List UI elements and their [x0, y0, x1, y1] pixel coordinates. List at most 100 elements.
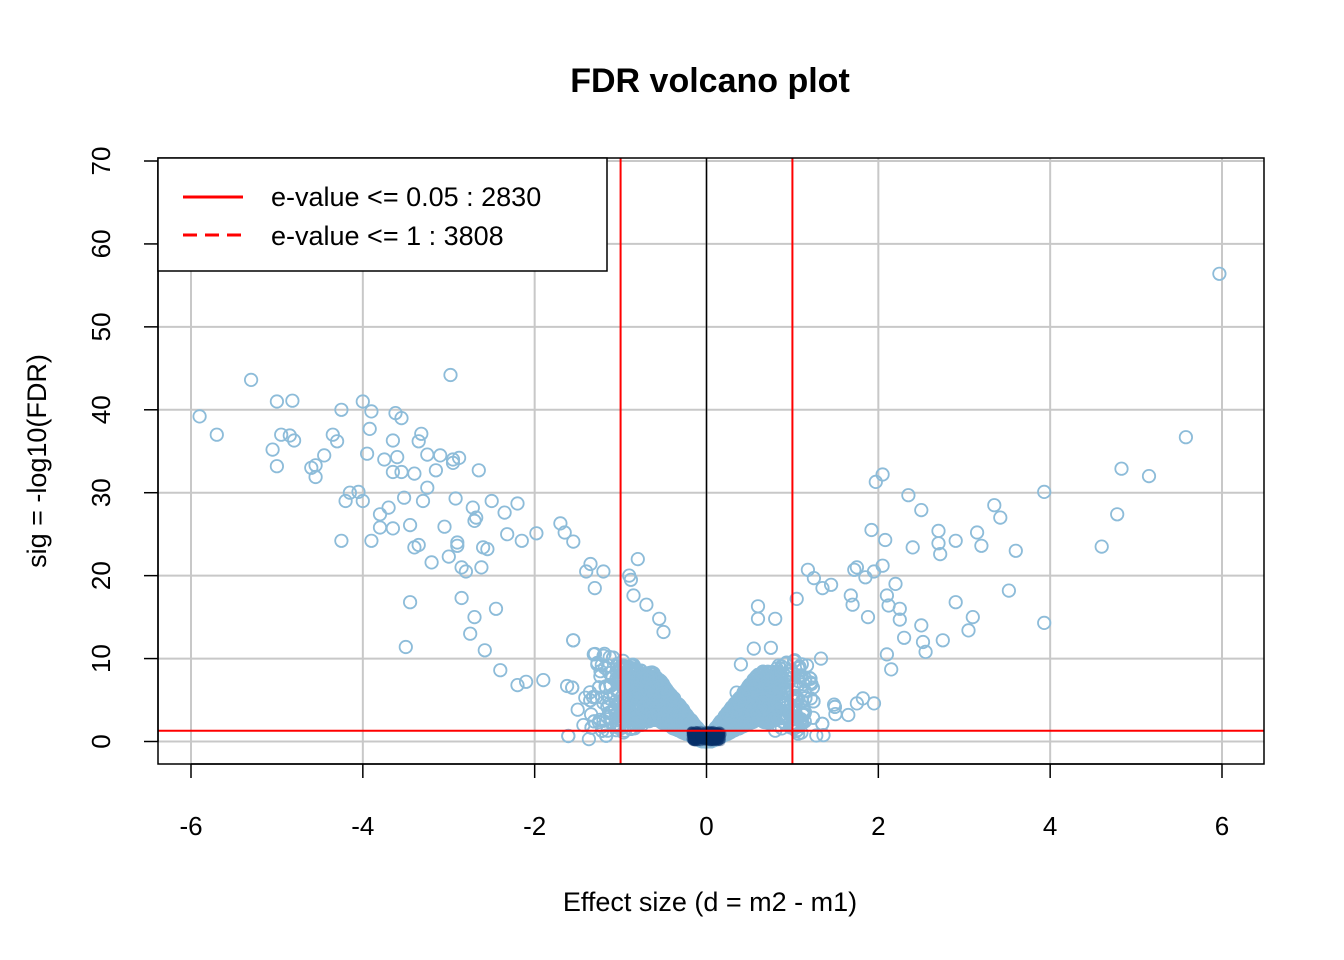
outlier-point: [579, 564, 594, 579]
outlier-point: [918, 644, 933, 660]
x-tick-label: -2: [523, 811, 546, 841]
dense-point: [715, 734, 726, 745]
outlier-point: [269, 459, 284, 474]
dense-point: [692, 736, 703, 746]
data-point: [616, 660, 632, 675]
outlier-point: [892, 612, 907, 627]
data-point: [681, 710, 696, 725]
outlier-point: [948, 533, 963, 548]
data-point: [617, 666, 633, 681]
dense-point: [690, 736, 701, 747]
outlier-point: [244, 372, 259, 387]
data-point: [798, 671, 813, 687]
outlier-point: [1110, 507, 1125, 522]
dense-point: [706, 734, 717, 745]
outlier-point: [639, 597, 654, 612]
outlier-point: [915, 634, 931, 650]
outlier-point: [372, 520, 388, 535]
outlier-point: [355, 493, 370, 509]
outlier-point: [480, 541, 495, 557]
outlier-point: [974, 538, 989, 553]
outlier-point: [1037, 484, 1052, 499]
data-point: [798, 691, 813, 706]
x-axis-label: Effect size (d = m2 - m1): [563, 887, 857, 917]
outlier-point: [402, 517, 418, 533]
dense-point: [708, 736, 719, 747]
dense-point: [692, 733, 703, 743]
outlier-point: [396, 490, 412, 505]
dense-point: [710, 735, 721, 746]
outlier-point: [933, 546, 948, 562]
dense-point: [708, 730, 719, 741]
outlier-point: [377, 452, 392, 467]
data-point: [813, 651, 829, 666]
y-tick-label: 10: [86, 644, 116, 673]
outlier-point: [789, 591, 804, 607]
outlier-point: [800, 562, 816, 577]
outlier-point: [879, 647, 895, 662]
data-point: [761, 680, 776, 696]
outlier-point: [411, 434, 426, 449]
dense-point: [690, 735, 701, 745]
outlier-point: [914, 618, 929, 633]
outlier-point: [407, 466, 422, 481]
dense-point: [711, 730, 722, 740]
outlier-point: [892, 601, 907, 616]
dense-point: [688, 731, 699, 742]
dense-point: [707, 732, 718, 742]
outlier-point: [969, 525, 985, 540]
data-point: [760, 674, 775, 689]
dense-point: [688, 736, 699, 747]
data-point: [623, 721, 638, 736]
outlier-point: [441, 549, 456, 564]
outlier-point: [823, 577, 839, 592]
outlier-point: [471, 463, 486, 478]
dense-point: [687, 733, 698, 744]
dense-point: [689, 736, 700, 747]
dense-point: [688, 730, 699, 741]
dense-point: [686, 729, 697, 740]
outlier-point: [385, 521, 400, 536]
data-point: [585, 689, 601, 705]
dense-point: [687, 735, 698, 746]
data-point: [816, 727, 831, 743]
dense-point: [693, 732, 704, 743]
outlier-point: [879, 588, 895, 603]
outlier-point: [750, 611, 766, 626]
dense-point: [710, 736, 720, 746]
outlier-point: [450, 538, 465, 553]
outlier-point: [518, 674, 534, 689]
legend-entry-evalue-1: e-value <= 1 : 3808: [271, 221, 504, 251]
outlier-point: [463, 626, 478, 641]
dense-point: [710, 735, 721, 746]
outlier-point: [1001, 583, 1017, 598]
dense-point: [711, 735, 722, 746]
dense-point: [710, 727, 721, 738]
dense-point: [709, 731, 720, 742]
data-point: [645, 678, 660, 693]
outlier-point: [497, 505, 512, 520]
dense-point: [705, 736, 716, 747]
outlier-point: [342, 485, 357, 500]
dense-point: [691, 730, 702, 740]
dense-point: [689, 732, 700, 743]
outlier-point: [746, 641, 761, 656]
dense-point: [696, 732, 707, 743]
outlier-point: [553, 516, 568, 531]
legend-box: [157, 157, 608, 272]
data-point: [565, 680, 580, 695]
data-point: [713, 725, 728, 740]
dense-point: [702, 732, 713, 743]
data-point: [806, 694, 821, 709]
outlier-point: [772, 702, 787, 718]
dense-point: [708, 736, 719, 747]
outlier-point: [993, 510, 1008, 525]
dense-point: [715, 736, 726, 747]
y-tick-label: 40: [86, 395, 116, 424]
outlier-point: [351, 484, 366, 499]
dense-point: [697, 734, 708, 745]
data-point: [787, 653, 802, 668]
dense-point: [694, 730, 705, 741]
data-point: [747, 679, 763, 694]
dense-point: [692, 734, 702, 745]
